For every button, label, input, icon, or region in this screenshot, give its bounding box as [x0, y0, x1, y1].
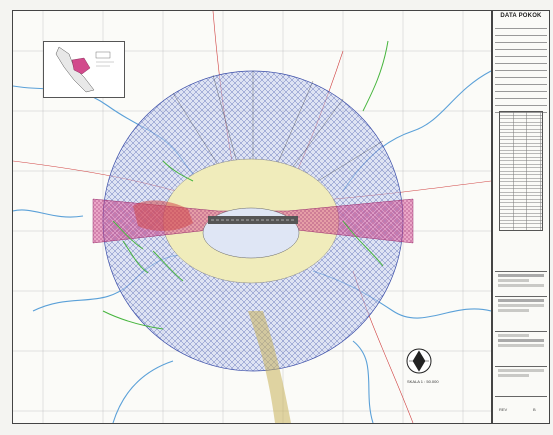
- revision-label: REV: [499, 407, 508, 412]
- title-block-data-rows: [495, 23, 547, 114]
- title-block-section-scale: [495, 366, 547, 379]
- inset-svg: [55, 46, 114, 93]
- location-inset-map: [43, 41, 125, 98]
- map-frame: SKALA 1 : 50.000: [12, 10, 492, 424]
- title-block-section-drawing: [495, 331, 547, 349]
- north-arrow: [406, 348, 432, 374]
- terrain-strip: [248, 311, 291, 423]
- title-block-section-revision: [495, 396, 547, 397]
- sheet-label: B: [533, 407, 536, 412]
- title-block-section-agency: [495, 271, 547, 289]
- green-features: [102, 40, 389, 330]
- title-block-heading: DATA POKOK: [500, 13, 542, 19]
- scale-label: SKALA 1 : 50.000: [407, 379, 439, 384]
- map-canvas: [13, 11, 491, 423]
- coordinate-table: [499, 111, 543, 231]
- runway: [208, 216, 298, 224]
- title-block-panel: DATA POKOK REV B: [492, 10, 550, 424]
- title-block-section-project: [495, 296, 547, 314]
- urban-area: [133, 200, 193, 231]
- core-zone: [202, 207, 300, 259]
